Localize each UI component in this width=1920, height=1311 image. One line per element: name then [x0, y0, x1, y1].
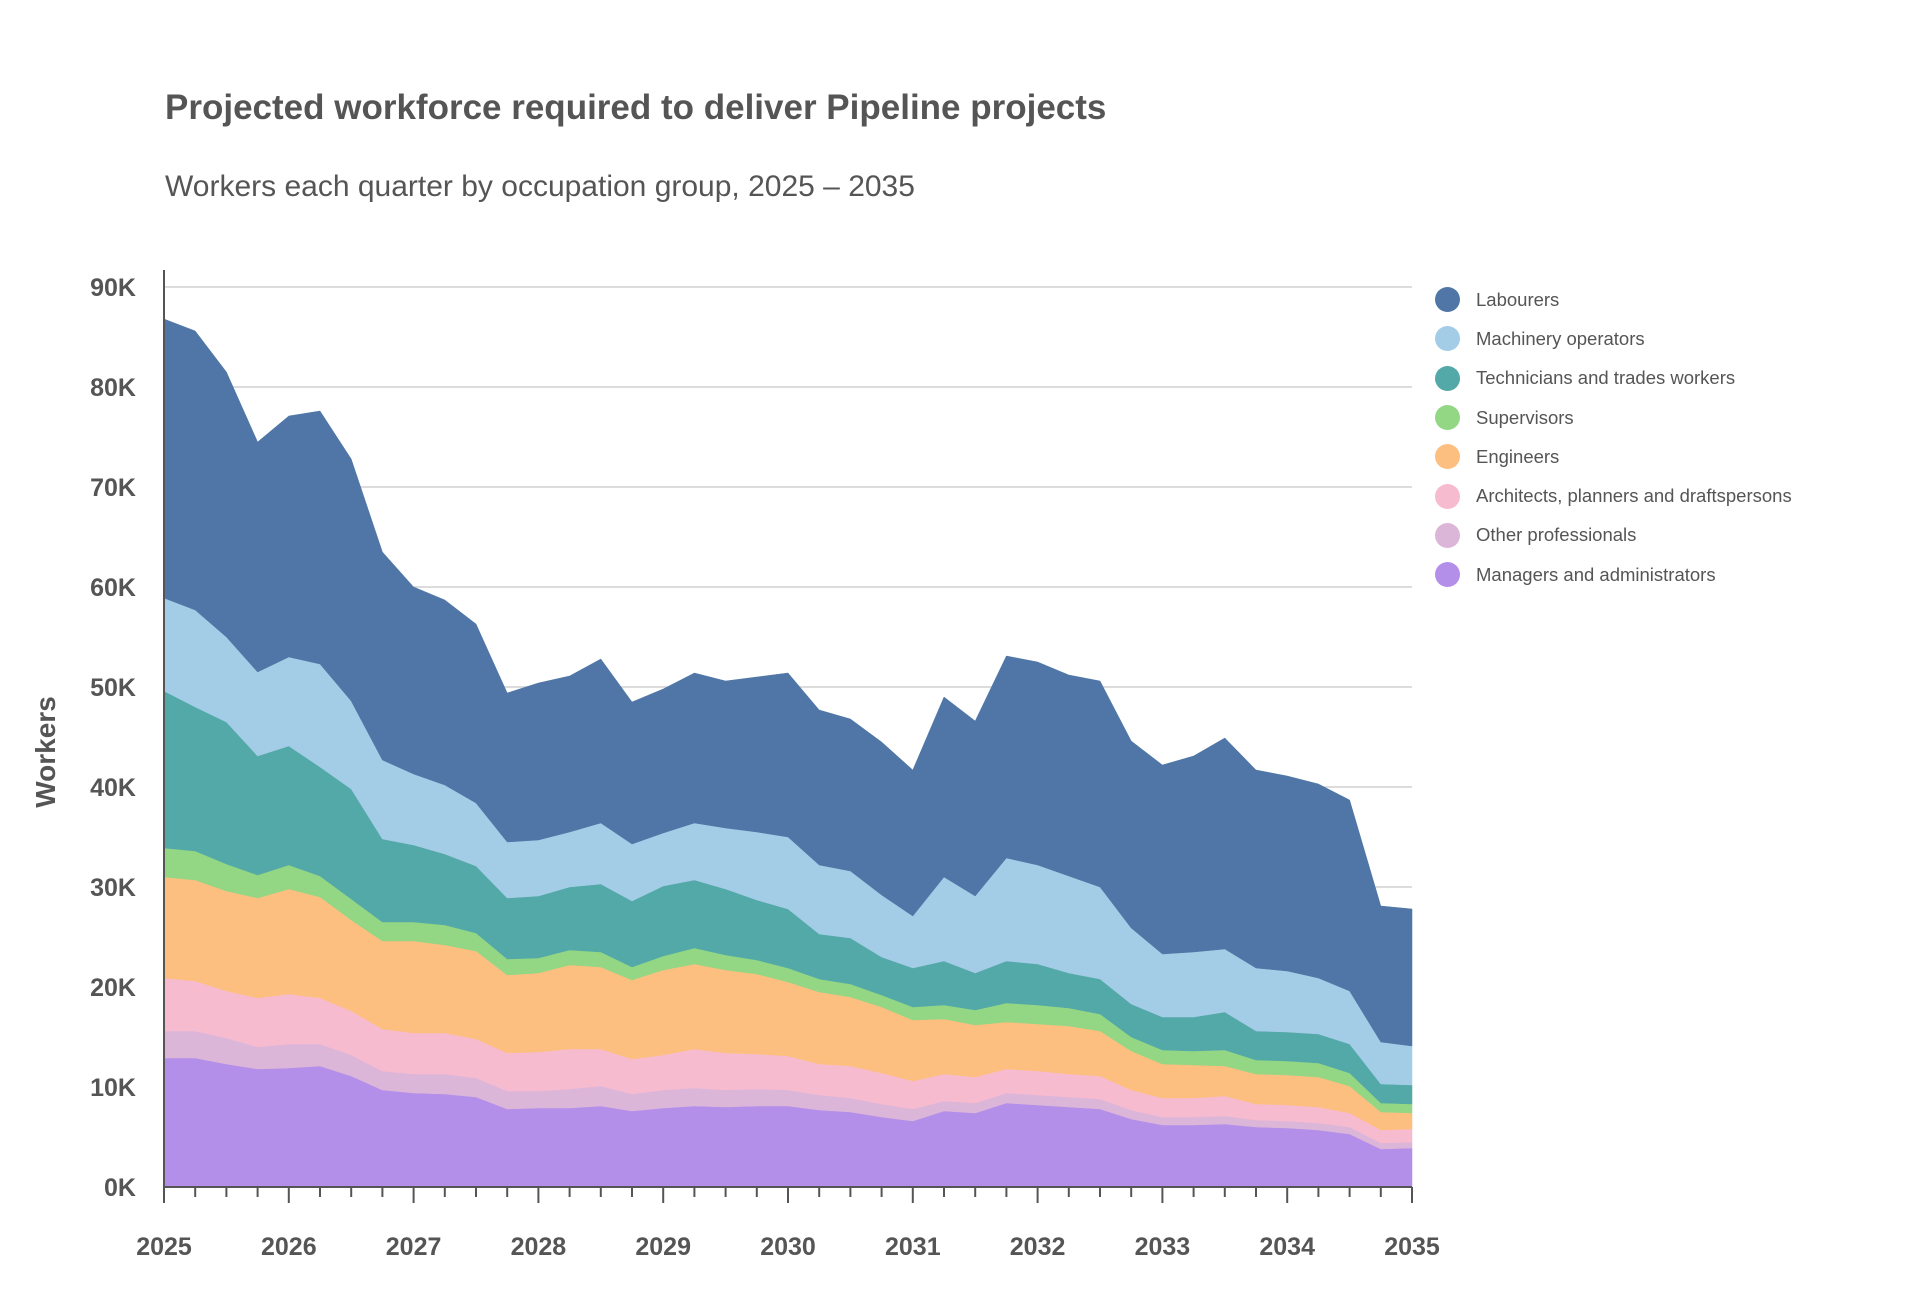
legend-label: Other professionals	[1476, 524, 1637, 546]
x-tick-label: 2026	[261, 1233, 317, 1261]
x-tick-label: 2035	[1384, 1233, 1440, 1261]
y-tick-label: 60K	[90, 574, 136, 602]
y-tick-label: 90K	[90, 274, 136, 302]
legend-item: Other professionals	[1435, 516, 1792, 555]
x-tick-label: 2030	[760, 1233, 816, 1261]
y-tick-label: 80K	[90, 374, 136, 402]
legend-item: Supervisors	[1435, 398, 1792, 437]
y-tick-label: 0K	[104, 1174, 136, 1202]
legend-swatch	[1435, 365, 1460, 391]
legend-swatch	[1435, 405, 1460, 431]
x-tick-label: 2033	[1135, 1233, 1191, 1261]
area-labourers	[163, 318, 1413, 1047]
y-tick-label: 10K	[90, 1074, 136, 1102]
legend-label: Architects, planners and draftspersons	[1476, 485, 1792, 507]
legend-item: Managers and administrators	[1435, 555, 1792, 594]
x-tick-label: 2034	[1259, 1233, 1315, 1261]
y-tick-label: 70K	[90, 474, 136, 502]
x-tick-label: 2027	[386, 1233, 442, 1261]
x-tick-label: 2029	[635, 1233, 691, 1261]
legend-item: Architects, planners and draftspersons	[1435, 476, 1792, 515]
y-tick-label: 30K	[90, 874, 136, 902]
legend-swatch	[1435, 326, 1460, 352]
legend-swatch	[1435, 483, 1460, 509]
legend-swatch	[1435, 287, 1460, 313]
x-tick-label: 2031	[885, 1233, 941, 1261]
legend-label: Machinery operators	[1476, 327, 1645, 349]
x-tick-label: 2028	[511, 1233, 567, 1261]
x-tick-label: 2025	[136, 1233, 192, 1261]
legend-label: Engineers	[1476, 445, 1560, 467]
x-tick-label: 2032	[1010, 1233, 1066, 1261]
chart-subtitle: Workers each quarter by occupation group…	[165, 170, 915, 203]
legend-label: Technicians and trades workers	[1476, 367, 1736, 389]
legend-label: Managers and administrators	[1476, 563, 1716, 585]
legend: Labourers Machinery operators Technicians …	[1435, 280, 1792, 594]
y-axis-label: Workers	[30, 696, 61, 808]
legend-swatch	[1435, 562, 1460, 588]
y-tick-label: 40K	[90, 774, 136, 802]
axes: 0K 10K 20K 30K 40K 50K 60K 70K 80K 90K 2025 2026 202…	[90, 270, 1440, 1261]
chart-title: Projected workforce required to deliver …	[165, 88, 1107, 127]
legend-item: Machinery operators	[1435, 319, 1792, 358]
legend-swatch	[1435, 522, 1460, 548]
y-tick-label: 50K	[90, 674, 136, 702]
legend-label: Labourers	[1476, 288, 1560, 310]
legend-label: Supervisors	[1476, 406, 1574, 428]
legend-item: Labourers	[1435, 280, 1792, 319]
y-tick-label: 20K	[90, 974, 136, 1002]
area-series	[163, 318, 1413, 1188]
legend-item: Engineers	[1435, 437, 1792, 476]
legend-swatch	[1435, 444, 1460, 470]
legend-item: Technicians and trades workers	[1435, 359, 1792, 398]
